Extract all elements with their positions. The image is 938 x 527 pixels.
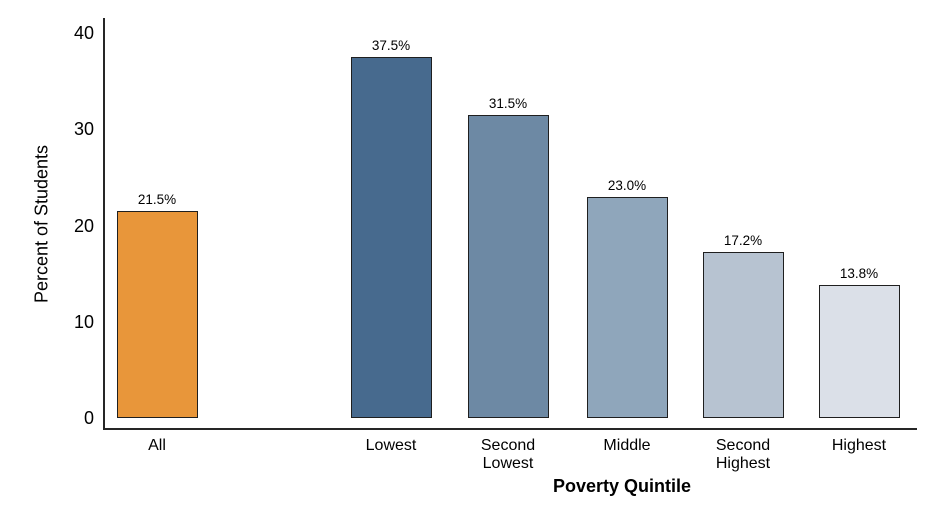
bar-highest	[819, 285, 900, 418]
x-category-label: Middle	[603, 437, 651, 454]
x-category-label: Highest	[831, 437, 887, 454]
bar-all	[117, 211, 198, 418]
x-category-label: Second Highest	[715, 437, 771, 472]
y-tick-label: 0	[83, 408, 94, 428]
bar-second-highest	[703, 252, 784, 418]
x-axis-title: Poverty Quintile	[552, 476, 692, 496]
bar-value-label: 17.2%	[723, 233, 763, 248]
bar-middle	[587, 197, 668, 418]
y-tick-label: 40	[73, 23, 94, 43]
bar-lowest	[351, 57, 432, 418]
bar-second-lowest	[468, 115, 549, 418]
x-category-label: Lowest	[365, 437, 417, 454]
y-axis-line	[103, 18, 105, 430]
bar-value-label: 13.8%	[839, 266, 879, 281]
x-axis-line	[103, 428, 917, 430]
y-tick-label: 20	[73, 215, 94, 236]
bar-value-label: 21.5%	[137, 192, 177, 207]
bar-value-label: 37.5%	[371, 38, 411, 53]
bar-value-label: 23.0%	[607, 178, 647, 193]
y-tick-label: 10	[73, 311, 94, 332]
x-category-label: Second Lowest	[480, 437, 536, 472]
bar-value-label: 31.5%	[488, 96, 528, 111]
x-category-label: All	[148, 437, 166, 454]
y-tick-label: 30	[73, 119, 94, 140]
